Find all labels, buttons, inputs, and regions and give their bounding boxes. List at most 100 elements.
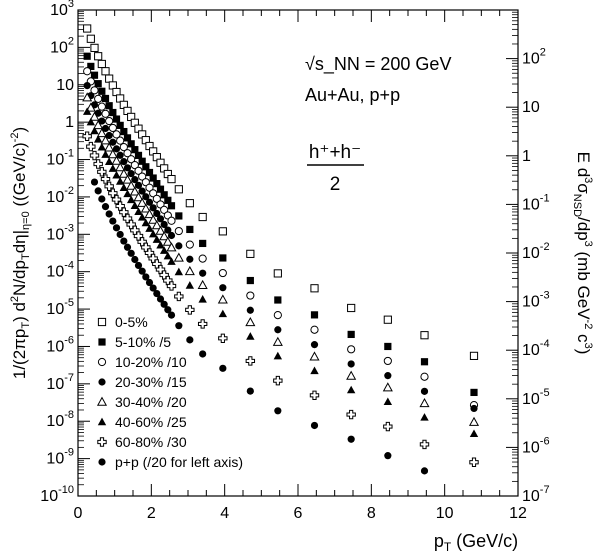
data-point [83, 24, 92, 33]
data-point [97, 142, 107, 151]
data-point [185, 305, 195, 315]
data-point [101, 150, 110, 158]
data-point [164, 306, 172, 314]
data-point [149, 189, 158, 198]
data-point [219, 284, 227, 292]
data-point [116, 136, 125, 145]
energy-annotation: √s_NN = 200 GeV [305, 54, 451, 75]
data-point [186, 255, 194, 263]
data-point [197, 319, 208, 329]
data-point [127, 249, 135, 257]
data-point [105, 74, 114, 83]
data-point [108, 164, 118, 172]
species-numerator: h⁺+h⁻ [309, 142, 361, 163]
data-point [246, 387, 254, 395]
data-point [122, 174, 133, 184]
data-point [152, 194, 161, 203]
data-point [145, 168, 154, 177]
data-point [141, 218, 151, 227]
data-point [90, 43, 99, 52]
data-point [164, 226, 172, 234]
data-point [94, 80, 102, 88]
data-point [246, 332, 255, 340]
data-point [104, 142, 115, 152]
data-point [130, 201, 140, 209]
data-point [347, 360, 355, 368]
data-point [273, 375, 283, 386]
data-point [156, 200, 165, 209]
x-axis-title-unit: (GeV/c) [456, 531, 518, 551]
data-point [174, 226, 183, 236]
legend-label: 20-30% /15 [115, 374, 187, 390]
data-point [90, 71, 99, 79]
data-point [134, 166, 143, 175]
legend-label: 0-5% [115, 314, 148, 330]
data-point [123, 134, 132, 142]
data-point [470, 404, 478, 413]
legend-label: 5-10% /5 [115, 334, 171, 350]
data-point [160, 220, 168, 229]
data-point [134, 261, 143, 270]
data-point [175, 242, 183, 250]
data-point [149, 284, 157, 292]
data-point [93, 119, 104, 130]
data-point [119, 183, 129, 192]
data-point [90, 178, 99, 186]
data-point [153, 209, 161, 218]
data-point [185, 240, 194, 249]
legend-marker [98, 458, 106, 466]
data-point [82, 92, 93, 102]
data-point [419, 439, 430, 450]
data-point [164, 196, 172, 204]
series-7 [90, 178, 429, 475]
legend-marker [97, 317, 107, 327]
data-point [101, 124, 110, 133]
data-point [384, 452, 392, 460]
legend-label: 60-80% /30 [115, 434, 187, 450]
data-point [116, 121, 124, 129]
data-point [167, 231, 176, 240]
tick-labels: 0 2 4 6 8 10 1210-1010-910-810-710-610-510-410… [40, 0, 549, 522]
x-tick-label: 6 [294, 505, 303, 522]
data-point [131, 176, 139, 184]
data-point [138, 267, 146, 275]
data-point [152, 235, 162, 243]
data-point [116, 151, 124, 159]
data-point [218, 268, 227, 278]
data-point [138, 187, 146, 195]
data-point [86, 117, 96, 126]
data-point [246, 276, 254, 285]
data-point [105, 210, 113, 218]
data-point [272, 336, 283, 346]
data-point [134, 207, 143, 215]
data-point [108, 123, 117, 133]
data-point [112, 145, 121, 153]
data-point [219, 364, 227, 372]
y-right-tick-label: 10-5 [522, 387, 550, 408]
y-left-tick-label: 10-4 [46, 260, 74, 281]
data-point [94, 52, 103, 61]
data-point [137, 197, 148, 207]
series-6 [82, 131, 479, 467]
data-point [160, 191, 168, 199]
data-point [383, 356, 392, 366]
x-tick-label: 4 [220, 505, 229, 522]
data-point [97, 59, 106, 69]
data-point [159, 231, 170, 241]
data-point [167, 311, 176, 319]
series-1 [83, 52, 478, 397]
y-left-tick-label: 10-6 [46, 334, 74, 355]
data-point [104, 157, 114, 165]
data-point [420, 372, 429, 381]
data-point [109, 217, 117, 225]
x-tick-label: 8 [367, 505, 376, 522]
data-point [93, 135, 103, 143]
data-point [273, 311, 282, 320]
data-point [140, 203, 151, 213]
data-point [101, 109, 110, 118]
data-point [273, 269, 282, 278]
data-point [131, 255, 139, 264]
data-point [420, 331, 429, 340]
data-point [129, 186, 140, 196]
